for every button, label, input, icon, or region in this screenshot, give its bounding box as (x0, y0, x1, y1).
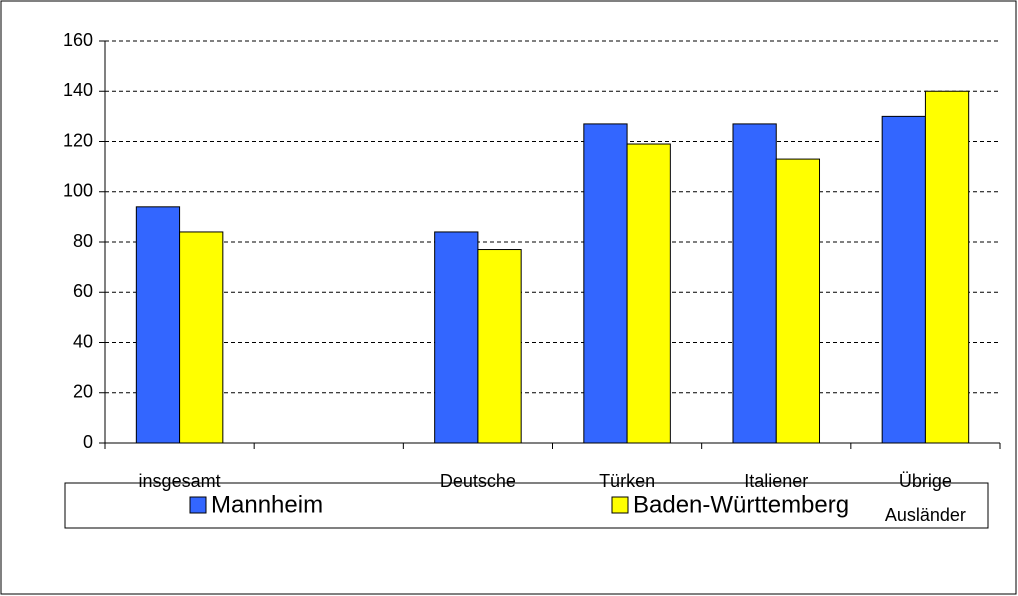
bar (477, 249, 522, 444)
y-tick-label: 80 (73, 231, 93, 251)
x-tick-label: Italiener (744, 471, 808, 491)
legend-box (64, 482, 989, 529)
legend-label: Mannheim (211, 491, 323, 518)
y-tick-label: 20 (73, 382, 93, 402)
bar (626, 143, 671, 444)
bar (583, 123, 628, 444)
bar (179, 231, 224, 444)
y-tick-label: 120 (63, 130, 93, 150)
legend-swatch (611, 496, 629, 514)
bar (881, 115, 926, 444)
y-tick-label: 100 (63, 181, 93, 201)
y-tick-label: 0 (83, 432, 93, 452)
legend-label: Baden-Württemberg (633, 491, 849, 518)
bar (434, 231, 479, 444)
bar (775, 158, 821, 444)
legend-swatch (189, 496, 207, 514)
y-tick-label: 140 (63, 80, 93, 100)
bar (135, 206, 181, 444)
x-tick-label: Übrige Ausländer (885, 471, 966, 525)
y-tick-label: 60 (73, 281, 93, 301)
bar (732, 123, 777, 444)
x-tick-label: Deutsche (440, 471, 516, 491)
y-tick-label: 40 (73, 331, 93, 351)
x-tick-label: Türken (599, 471, 655, 491)
y-tick-label: 160 (63, 30, 93, 50)
x-tick-label: insgesamt (139, 471, 221, 491)
bar (924, 90, 970, 444)
